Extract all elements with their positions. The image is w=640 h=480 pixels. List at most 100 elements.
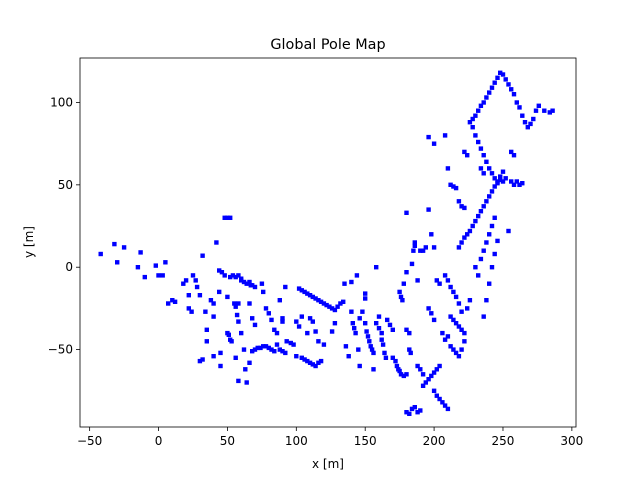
data-point <box>382 350 387 356</box>
data-point <box>404 210 409 215</box>
data-point <box>509 149 514 155</box>
data-point <box>313 296 318 301</box>
data-point <box>274 330 280 336</box>
data-point <box>247 279 252 285</box>
data-point <box>255 345 260 351</box>
y-axis-label: y [m] <box>22 226 36 258</box>
data-point <box>415 278 420 283</box>
data-point <box>426 306 431 311</box>
data-point <box>429 373 434 379</box>
data-point <box>478 256 484 262</box>
data-point <box>232 301 237 306</box>
data-point <box>456 354 462 359</box>
data-point <box>481 248 486 253</box>
data-point <box>418 367 423 372</box>
data-point <box>453 321 459 326</box>
data-point <box>189 309 194 314</box>
data-point <box>380 342 386 347</box>
data-point <box>266 345 271 351</box>
data-point <box>172 299 178 304</box>
data-point <box>252 347 258 352</box>
data-point <box>437 396 442 402</box>
data-point <box>225 294 230 300</box>
data-point <box>291 342 296 347</box>
data-point <box>233 355 238 360</box>
data-point <box>121 245 127 250</box>
data-point <box>200 357 205 362</box>
data-point <box>283 284 288 290</box>
data-point <box>531 116 536 122</box>
data-point <box>284 339 289 344</box>
data-point <box>115 260 120 265</box>
data-point <box>489 171 495 176</box>
data-point <box>335 304 340 309</box>
data-point <box>250 283 255 288</box>
data-point <box>484 298 489 303</box>
data-point <box>283 350 288 356</box>
data-point <box>476 108 481 113</box>
data-point <box>316 339 321 344</box>
y-axis: −50 0 50 100 <box>48 95 80 357</box>
plot-frame <box>79 57 577 428</box>
data-point <box>459 309 464 314</box>
data-point <box>222 273 227 278</box>
data-point <box>484 159 489 164</box>
data-point <box>473 265 478 270</box>
data-point <box>197 358 203 364</box>
data-point <box>329 329 335 334</box>
data-point <box>520 181 525 186</box>
data-point <box>239 278 244 283</box>
data-point <box>473 218 478 224</box>
data-point <box>478 146 484 151</box>
data-point <box>236 378 241 384</box>
data-point <box>484 199 489 204</box>
data-point <box>379 337 384 342</box>
data-point <box>367 339 372 344</box>
data-point <box>437 281 442 286</box>
data-point <box>511 92 517 97</box>
data-point <box>211 354 216 359</box>
data-point <box>217 268 222 273</box>
data-point <box>166 301 171 306</box>
data-point <box>448 344 453 349</box>
data-point <box>500 72 506 77</box>
data-point <box>536 103 541 108</box>
data-point <box>514 100 519 105</box>
data-point <box>302 289 307 295</box>
data-point <box>525 125 530 130</box>
data-point <box>407 330 412 336</box>
data-point <box>376 314 382 319</box>
data-point <box>294 319 299 324</box>
data-point <box>489 189 495 194</box>
data-point <box>374 321 379 326</box>
data-point <box>498 177 503 183</box>
data-point <box>451 184 456 189</box>
data-point <box>431 245 437 250</box>
data-point <box>332 307 338 313</box>
data-point <box>318 299 324 304</box>
data-point <box>280 349 285 354</box>
data-point <box>462 149 467 155</box>
data-point <box>445 278 451 283</box>
data-point <box>280 316 285 321</box>
data-point <box>343 344 349 349</box>
data-point <box>194 284 200 290</box>
data-point <box>431 388 437 393</box>
data-point <box>135 265 141 270</box>
data-point <box>247 301 252 306</box>
data-point <box>503 176 508 181</box>
data-point <box>316 298 321 303</box>
data-point <box>404 410 409 415</box>
data-point <box>349 309 354 314</box>
data-point <box>411 248 416 253</box>
data-point <box>492 176 497 181</box>
data-point <box>228 274 233 280</box>
data-point <box>313 329 318 334</box>
data-point <box>112 241 117 247</box>
data-point <box>371 350 376 356</box>
data-point <box>299 314 304 319</box>
data-point <box>509 179 514 184</box>
data-point <box>200 253 205 258</box>
data-point <box>517 105 522 110</box>
data-point <box>492 80 497 85</box>
